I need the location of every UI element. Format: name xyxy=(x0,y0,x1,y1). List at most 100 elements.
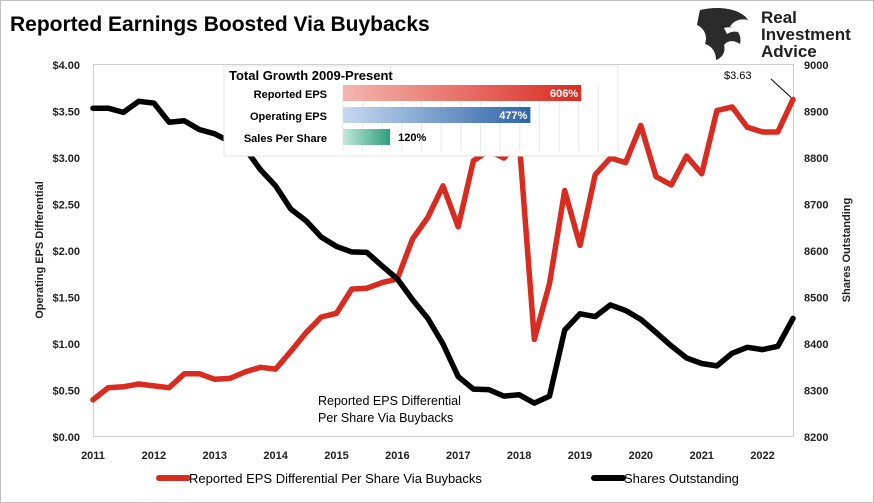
shares-data-point xyxy=(564,329,566,331)
y-right-tick-label: 9000 xyxy=(804,60,828,72)
inset-bar xyxy=(343,129,391,145)
y-left-tick-label: $2.50 xyxy=(52,200,80,212)
x-tick-label: 2014 xyxy=(263,450,288,462)
eps-data-point xyxy=(366,287,368,289)
x-tick-label: 2017 xyxy=(446,450,470,462)
y-right-tick-label: 8700 xyxy=(804,200,828,212)
shares-data-point xyxy=(685,357,688,359)
end-value-leader-line xyxy=(770,78,792,98)
eps-data-point xyxy=(792,98,794,100)
inset-bar xyxy=(343,107,531,123)
shares-data-point xyxy=(214,133,216,135)
shares-data-point xyxy=(138,100,140,102)
eps-data-point xyxy=(640,124,642,126)
shares-data-point xyxy=(716,365,718,367)
y-left-tick-label: $2.00 xyxy=(52,246,80,258)
eps-data-point xyxy=(138,383,140,385)
shares-data-point xyxy=(198,129,201,131)
eps-data-point xyxy=(564,190,566,192)
shares-data-point xyxy=(335,245,338,247)
eps-data-point xyxy=(503,157,505,159)
inset-bar-label: Operating EPS xyxy=(250,111,327,123)
shares-data-point xyxy=(609,304,612,306)
shares-data-point xyxy=(503,395,505,397)
shares-data-point xyxy=(472,388,474,390)
shares-data-point xyxy=(792,317,794,319)
x-tick-label: 2012 xyxy=(142,450,166,462)
shares-data-point xyxy=(320,236,322,238)
y-left-tick-label: $0.00 xyxy=(52,432,80,444)
y-left-tick-label: $3.50 xyxy=(52,107,80,119)
eps-data-point xyxy=(92,399,94,401)
eps-data-point xyxy=(701,173,703,175)
shares-data-point xyxy=(275,185,277,187)
eps-data-point xyxy=(716,110,718,112)
shares-data-point xyxy=(670,345,672,347)
eps-data-point xyxy=(731,106,733,108)
shares-data-point xyxy=(701,362,703,365)
shares-data-point xyxy=(442,343,444,345)
differential-annotation-line-1: Reported EPS Differential xyxy=(318,394,461,408)
legend-label-shares: Shares Outstanding xyxy=(624,471,739,486)
eps-data-point xyxy=(533,338,535,340)
eps-data-point xyxy=(625,162,627,164)
x-tick-label: 2021 xyxy=(689,450,713,462)
y-right-tick-label: 8800 xyxy=(804,153,828,165)
eps-data-point xyxy=(381,282,383,284)
shares-data-point xyxy=(305,220,307,222)
inset-bar-label: Sales Per Share xyxy=(244,133,327,145)
plot-area xyxy=(93,64,794,437)
y-left-tick-label: $1.00 xyxy=(52,339,80,351)
shares-data-point xyxy=(153,102,155,104)
growth-inset-bars: Reported EPS 606% Operating EPS 477% Sales P… xyxy=(244,85,619,151)
y-right-tick-label: 8200 xyxy=(804,432,828,444)
eps-data-point xyxy=(259,366,261,368)
shares-data-point xyxy=(351,251,353,253)
end-value-label: $3.63 xyxy=(724,70,752,82)
y-left-tick-label: $0.50 xyxy=(52,386,80,398)
x-tick-label: 2013 xyxy=(202,450,226,462)
eps-data-point xyxy=(427,216,429,219)
eps-data-point xyxy=(655,176,657,178)
shares-data-point xyxy=(731,352,733,354)
x-tick-label: 2016 xyxy=(385,450,409,462)
eps-data-point xyxy=(244,371,246,373)
eps-data-point xyxy=(579,244,581,246)
x-tick-label: 2015 xyxy=(324,450,348,462)
x-tick-label: 2018 xyxy=(507,450,531,462)
inset-bar-label: Reported EPS xyxy=(254,89,327,101)
shares-data-point xyxy=(412,299,414,301)
shares-data-point xyxy=(640,318,642,320)
shares-data-point xyxy=(92,107,94,109)
shares-data-point xyxy=(746,346,748,348)
shares-data-point xyxy=(488,389,490,391)
x-tick-label: 2022 xyxy=(750,450,774,462)
y-right-tick-label: 8500 xyxy=(804,293,828,305)
chart-title: Reported Earnings Boosted Via Buybacks xyxy=(10,13,430,36)
inset-bar-value: 477% xyxy=(499,110,527,122)
eps-data-point xyxy=(746,126,748,128)
eps-data-point xyxy=(594,174,596,176)
shares-data-point xyxy=(533,402,535,404)
growth-inset: Total Growth 2009-Present Reported EPS 60… xyxy=(223,65,619,157)
eps-data-point xyxy=(275,368,277,370)
shares-data-point xyxy=(290,208,292,210)
y-right-tick-label: 8900 xyxy=(804,107,828,119)
eps-data-point xyxy=(609,157,612,159)
eps-data-point xyxy=(762,131,764,133)
y-right-tick-label: 8300 xyxy=(804,386,828,398)
shares-data-point xyxy=(655,331,657,333)
shares-data-point xyxy=(122,111,124,113)
inset-bar xyxy=(343,85,582,101)
eps-data-point xyxy=(457,226,459,228)
shares-data-point xyxy=(366,251,368,253)
eps-data-point xyxy=(777,131,779,133)
y-left-tick-label: $3.00 xyxy=(52,153,80,165)
shares-data-point xyxy=(762,349,764,351)
eps-data-point xyxy=(548,283,551,285)
inset-bar-value: 120% xyxy=(398,132,426,144)
growth-inset-title: Total Growth 2009-Present xyxy=(229,68,393,83)
eps-data-point xyxy=(685,155,688,157)
inset-bar-value: 606% xyxy=(550,88,578,100)
